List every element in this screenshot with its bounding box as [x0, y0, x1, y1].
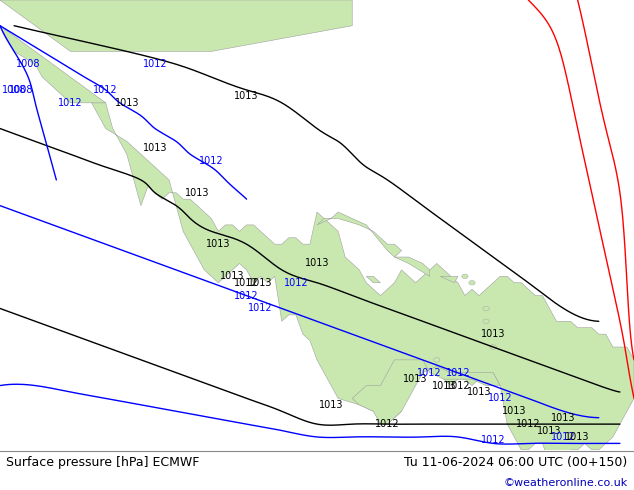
Text: 1013: 1013 — [220, 271, 245, 281]
Text: 1008: 1008 — [16, 59, 41, 69]
Polygon shape — [0, 25, 106, 103]
Text: 1012: 1012 — [446, 368, 470, 378]
Text: 1013: 1013 — [206, 239, 231, 249]
Text: 1013: 1013 — [235, 92, 259, 101]
Circle shape — [469, 280, 475, 285]
Circle shape — [483, 319, 489, 323]
Text: 1012: 1012 — [551, 432, 576, 442]
Text: 1013: 1013 — [403, 374, 428, 384]
Text: 1013: 1013 — [481, 329, 505, 339]
Text: 1012: 1012 — [58, 98, 83, 108]
Polygon shape — [0, 0, 353, 51]
Text: 1012: 1012 — [283, 278, 308, 288]
Text: 1008: 1008 — [2, 85, 27, 95]
Text: 1013: 1013 — [566, 432, 590, 442]
Text: 1013: 1013 — [319, 400, 344, 410]
Text: 1012: 1012 — [481, 435, 505, 444]
Text: 1013: 1013 — [143, 143, 167, 153]
Circle shape — [462, 274, 468, 279]
Text: 1008: 1008 — [9, 85, 34, 95]
Text: 1012: 1012 — [93, 85, 118, 95]
Text: 1013: 1013 — [305, 258, 329, 269]
Text: 1012: 1012 — [417, 368, 442, 378]
Polygon shape — [91, 103, 634, 463]
Polygon shape — [317, 212, 401, 257]
Polygon shape — [353, 360, 500, 424]
Text: 1013: 1013 — [115, 98, 139, 108]
Text: 1012: 1012 — [234, 278, 259, 288]
Polygon shape — [366, 276, 380, 283]
Text: 1013: 1013 — [552, 413, 576, 423]
Polygon shape — [394, 257, 430, 276]
Text: 1012: 1012 — [249, 303, 273, 314]
Text: 1013: 1013 — [502, 406, 526, 416]
Text: ©weatheronline.co.uk: ©weatheronline.co.uk — [503, 478, 628, 488]
Polygon shape — [440, 276, 458, 283]
Text: 1013: 1013 — [249, 278, 273, 288]
Text: 1012: 1012 — [446, 381, 470, 391]
Text: 1012: 1012 — [516, 419, 541, 429]
Text: 1012: 1012 — [375, 419, 400, 429]
Text: 1012: 1012 — [143, 59, 167, 69]
Text: Tu 11-06-2024 06:00 UTC (00+150): Tu 11-06-2024 06:00 UTC (00+150) — [404, 456, 628, 469]
Text: 1013: 1013 — [537, 425, 562, 436]
Text: 1013: 1013 — [185, 188, 209, 198]
Circle shape — [490, 345, 496, 349]
Text: 1013: 1013 — [467, 387, 491, 397]
Text: 1012: 1012 — [199, 156, 224, 166]
Circle shape — [434, 358, 440, 362]
Text: Surface pressure [hPa] ECMWF: Surface pressure [hPa] ECMWF — [6, 456, 200, 469]
Circle shape — [483, 306, 489, 311]
Text: 1013: 1013 — [432, 381, 456, 391]
Text: 1012: 1012 — [234, 291, 259, 300]
Text: 1012: 1012 — [488, 393, 512, 403]
